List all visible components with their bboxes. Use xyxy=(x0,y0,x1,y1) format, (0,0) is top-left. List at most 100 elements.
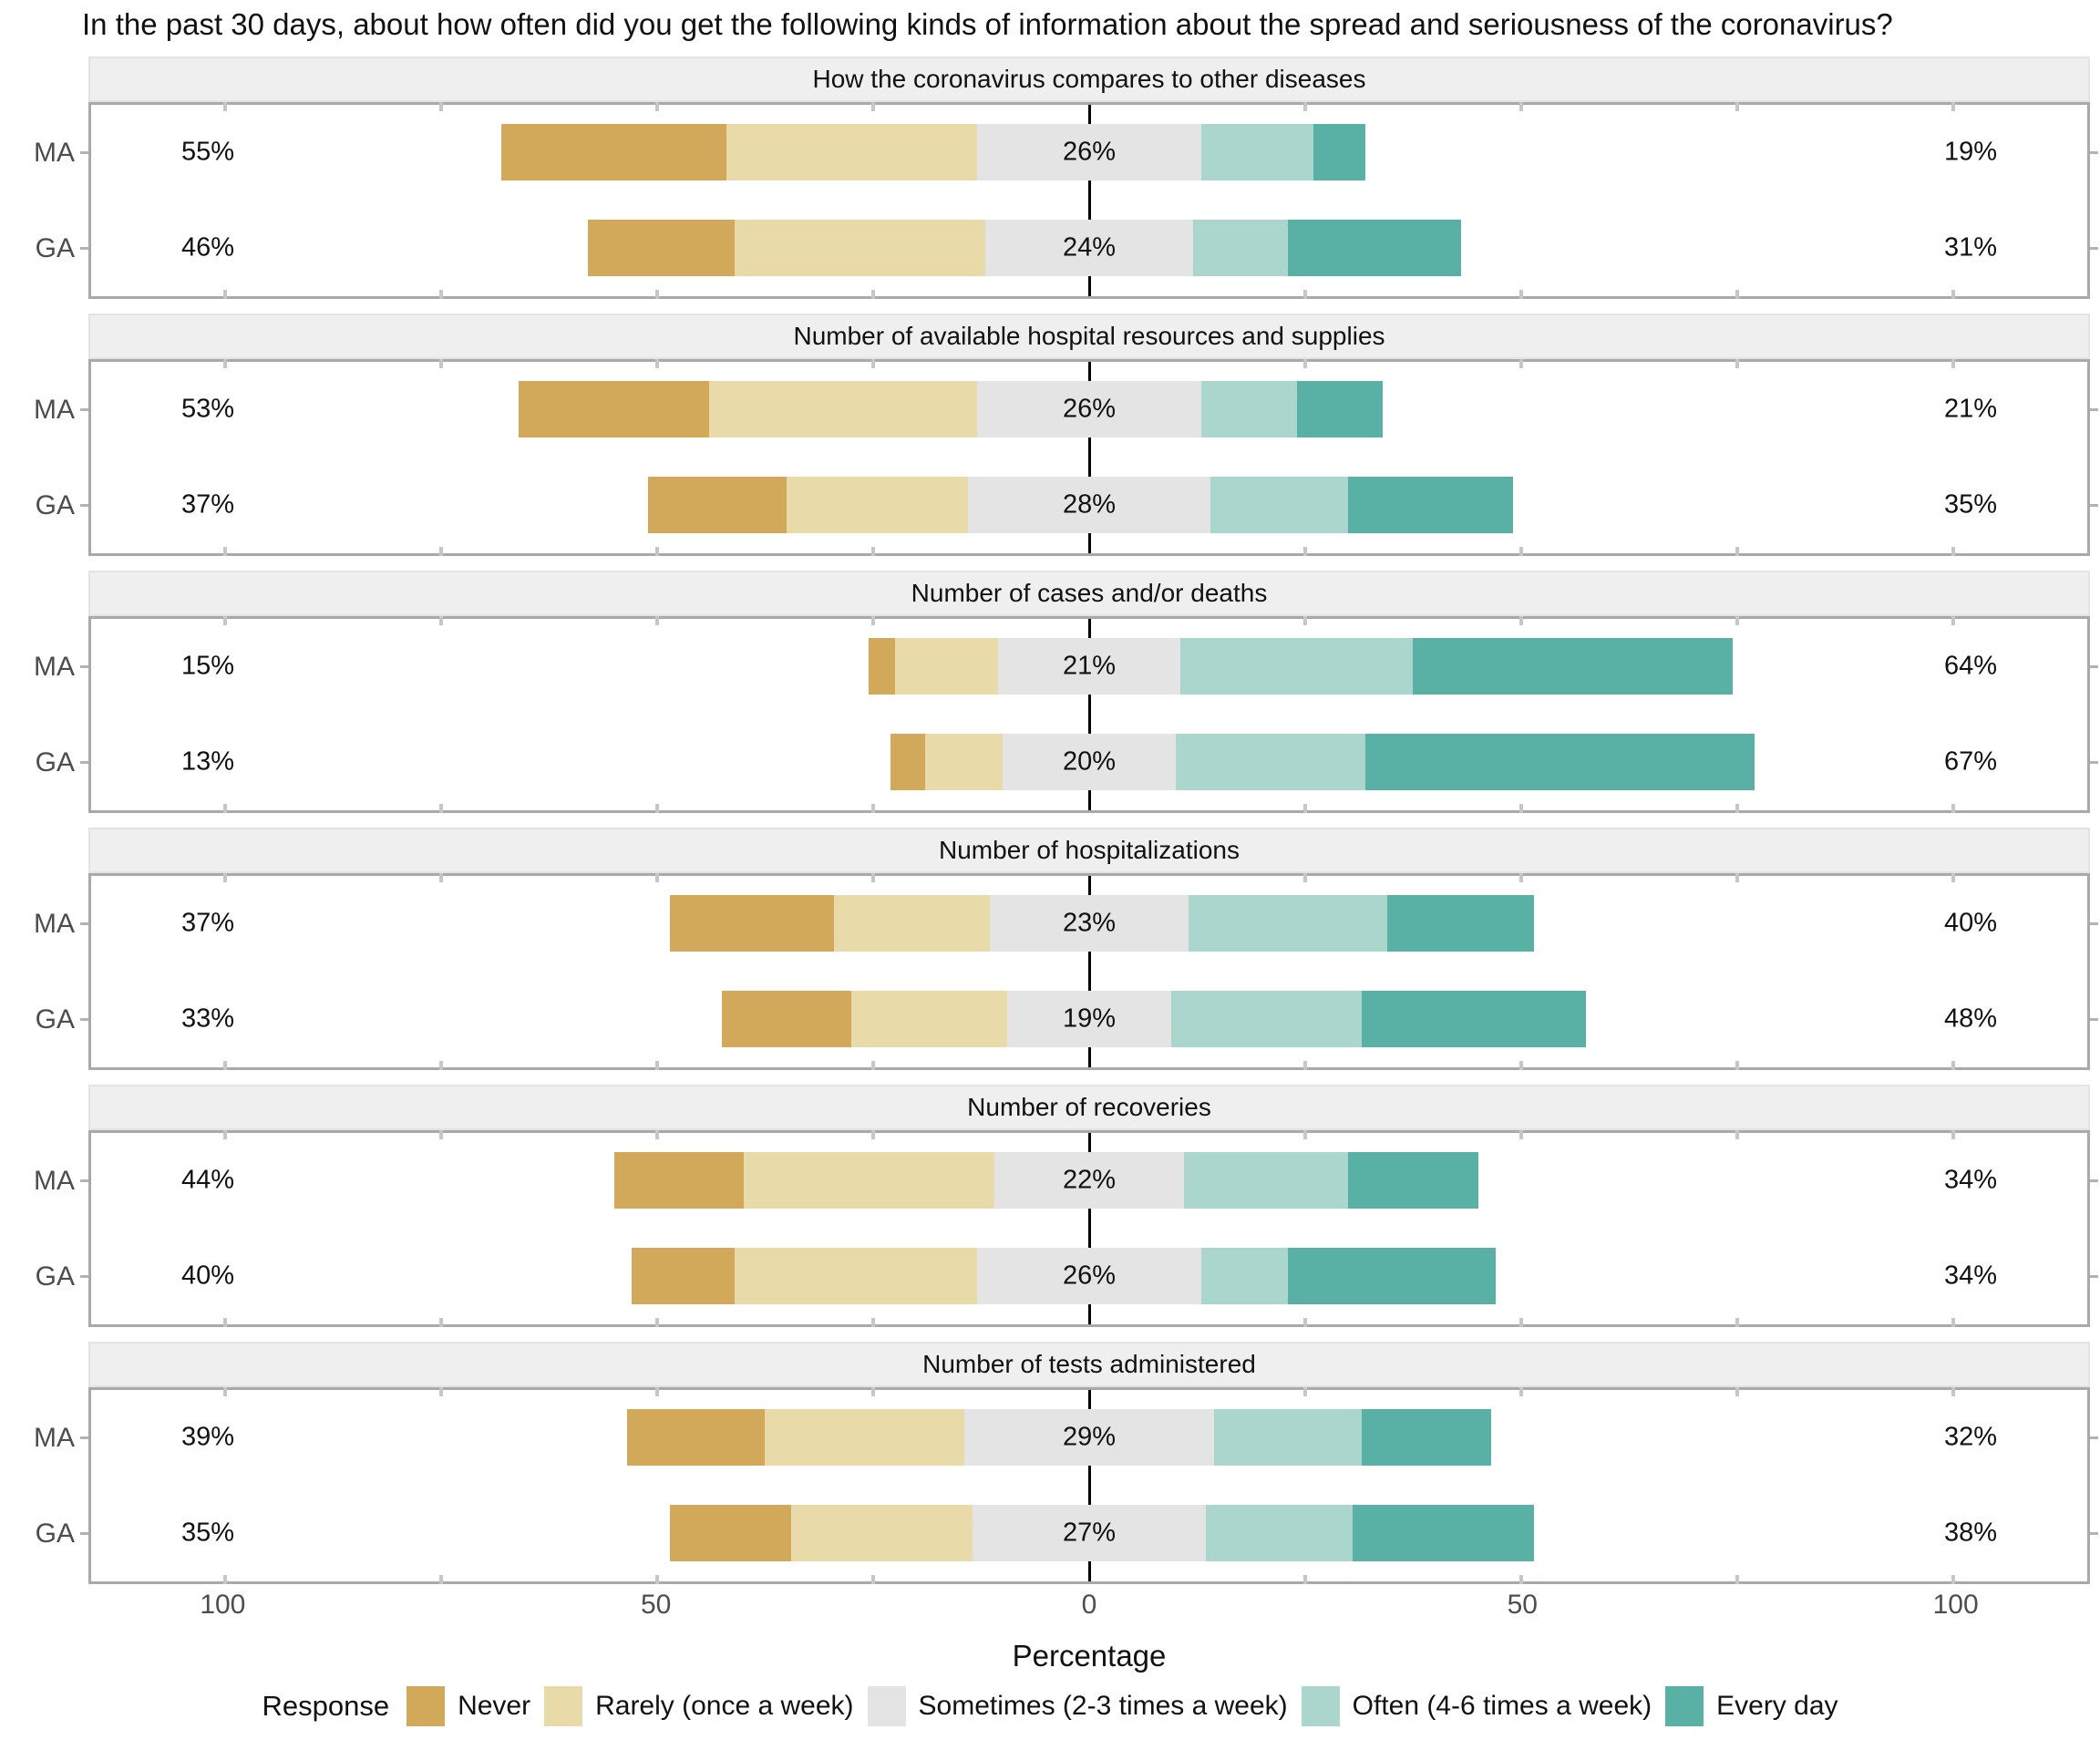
y-tick-mark xyxy=(80,1018,88,1021)
axis-tick-mark xyxy=(1519,1575,1524,1584)
right-total-label: 48% xyxy=(1943,1004,1998,1034)
axis-tick-mark xyxy=(870,1061,875,1070)
axis-tick-mark xyxy=(1303,873,1307,882)
axis-tick-mark xyxy=(870,1318,875,1327)
bar-segment-rarely xyxy=(726,124,977,180)
axis-tick-mark xyxy=(1735,359,1740,368)
axis-tick-mark xyxy=(1951,873,1956,882)
axis-tick-mark xyxy=(1303,1387,1307,1396)
bar-segment-every-day xyxy=(1296,381,1384,438)
bar-segment-never xyxy=(501,124,726,180)
y-tick-mark xyxy=(2090,1179,2098,1182)
axis-tick-mark xyxy=(1951,616,1956,625)
center-label: 23% xyxy=(1062,908,1117,938)
x-tick-label: 100 xyxy=(1932,1590,1979,1620)
legend-label: Every day xyxy=(1716,1691,1838,1721)
axis-tick-mark xyxy=(438,1387,443,1396)
center-label: 26% xyxy=(1062,1261,1117,1291)
axis-tick-mark xyxy=(870,616,875,625)
plot-area: MA 39% 29% 32% GA 35% 27% 38% xyxy=(34,1387,2098,1584)
axis-tick-mark xyxy=(1519,547,1524,556)
right-total-label: 38% xyxy=(1943,1518,1998,1548)
facet-strip: Number of cases and/or deaths xyxy=(88,571,2090,616)
bar-segment-often xyxy=(1179,638,1414,695)
y-tick-mark xyxy=(2090,504,2098,507)
axis-tick-mark xyxy=(438,1130,443,1139)
stacked-bar xyxy=(869,638,1734,695)
axis-tick-mark xyxy=(654,1130,659,1139)
stacked-bar xyxy=(613,1152,1478,1209)
y-tick-mark xyxy=(80,1179,88,1182)
right-total-label: 21% xyxy=(1943,394,1998,424)
stacked-bar xyxy=(670,895,1535,952)
plot-inner: MA 53% 26% 21% GA 37% 28% 35% xyxy=(34,359,2098,556)
x-tick-label: 50 xyxy=(640,1590,672,1620)
bar-row: GA 13% 20% 67% xyxy=(36,715,2098,810)
axis-tick-mark xyxy=(870,1130,875,1139)
row-label: MA xyxy=(34,1165,75,1196)
bar-segment-sometimes xyxy=(976,1248,1202,1304)
axis-tick-mark xyxy=(222,102,227,111)
facet-title: Number of tests administered xyxy=(922,1350,1256,1378)
zero-reference-line xyxy=(1087,1390,1091,1581)
bar-segment-sometimes xyxy=(963,1409,1215,1466)
bar-segment-never xyxy=(890,734,925,790)
axis-tick-mark xyxy=(870,873,875,882)
axis-tick-mark xyxy=(1951,1575,1956,1584)
axis-tick-mark xyxy=(1735,102,1740,111)
axis-tick-mark xyxy=(1303,804,1307,813)
y-tick-mark xyxy=(80,922,88,925)
bar-segment-sometimes xyxy=(989,895,1189,952)
bar-segment-never xyxy=(722,991,852,1047)
bar-segment-sometimes xyxy=(998,638,1180,695)
y-tick-mark xyxy=(2090,247,2098,250)
bar-segment-often xyxy=(1175,734,1366,790)
axis-tick-mark xyxy=(222,804,227,813)
facet-panel: Number of cases and/or deaths MA 15% 21% 64%… xyxy=(34,571,2098,813)
axis-tick-mark xyxy=(1951,102,1956,111)
right-total-label: 34% xyxy=(1943,1165,1998,1195)
bar-row: MA 39% 29% 32% xyxy=(34,1390,2098,1486)
axis-tick-mark xyxy=(1735,1061,1740,1070)
axis-tick-mark xyxy=(222,1575,227,1584)
axis-tick-mark xyxy=(1519,873,1524,882)
axis-tick-mark xyxy=(1303,102,1307,111)
axis-tick-mark xyxy=(654,1061,659,1070)
axis-tick-mark xyxy=(1303,547,1307,556)
y-tick-mark xyxy=(80,1436,88,1439)
axis-tick-mark xyxy=(1951,1130,1956,1139)
facet-panel: Number of hospitalizations MA 37% 23% 40% GA 3… xyxy=(34,828,2098,1070)
facet-panel: How the coronavirus compares to other di… xyxy=(34,57,2098,299)
axis-tick-mark xyxy=(654,1318,659,1327)
y-tick-mark xyxy=(2090,922,2098,925)
bar-segment-never xyxy=(670,895,835,952)
right-total-label: 64% xyxy=(1943,651,1998,681)
bar-segment-rarely xyxy=(924,734,1004,790)
axis-tick-mark xyxy=(654,804,659,813)
center-label: 28% xyxy=(1062,489,1117,520)
y-tick-mark xyxy=(80,151,88,154)
stacked-bar xyxy=(519,381,1384,438)
y-tick-mark xyxy=(2090,761,2098,764)
y-tick-mark xyxy=(2090,665,2098,668)
bar-segment-every-day xyxy=(1353,1505,1535,1561)
axis-tick-mark xyxy=(1951,1387,1956,1396)
bar-segment-rarely xyxy=(834,895,990,952)
axis-tick-mark xyxy=(654,1575,659,1584)
axis-tick-mark xyxy=(1735,1318,1740,1327)
axis-tick-mark xyxy=(222,1387,227,1396)
facet-panel: Number of tests administered MA 39% 29% 32% G… xyxy=(34,1342,2098,1584)
bar-segment-sometimes xyxy=(993,1152,1185,1209)
bar-segment-never xyxy=(613,1152,744,1209)
axis-tick-mark xyxy=(222,873,227,882)
axis-tick-mark xyxy=(1951,804,1956,813)
axis-tick-mark xyxy=(438,1575,443,1584)
x-tick-label: 100 xyxy=(200,1590,246,1620)
center-label: 20% xyxy=(1062,746,1117,777)
axis-tick-mark xyxy=(654,547,659,556)
bar-segment-never xyxy=(670,1505,791,1561)
axis-tick-mark xyxy=(1951,1061,1956,1070)
row-label: GA xyxy=(35,1261,75,1292)
axis-tick-mark xyxy=(438,359,443,368)
legend-label: Never xyxy=(458,1691,531,1721)
